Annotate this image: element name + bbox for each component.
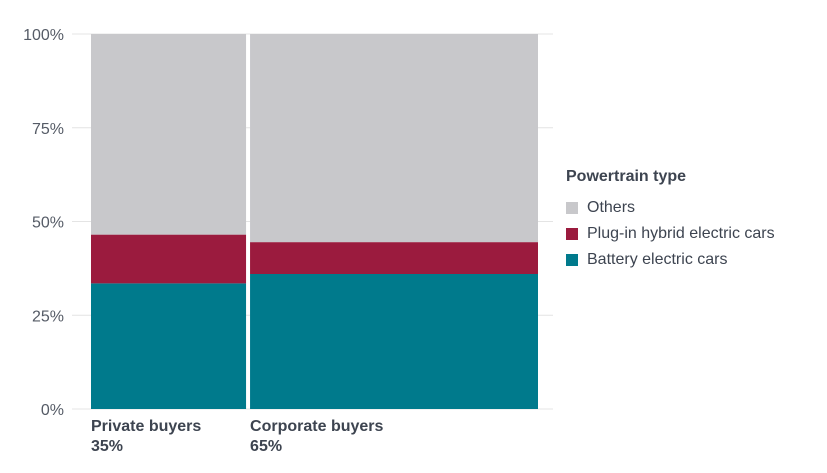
legend-item: Others [566, 195, 775, 221]
y-tick-label: 50% [32, 215, 64, 232]
y-tick-label: 0% [41, 402, 64, 419]
bar-segment-battery-electric-cars [250, 274, 539, 409]
y-tick-label: 25% [32, 308, 64, 325]
bar-segment-plug-in-hybrid-electric-cars [91, 234, 247, 284]
legend-title: Powertrain type [566, 168, 687, 185]
bar-segment-battery-electric-cars [91, 283, 247, 409]
stacked-bars [91, 34, 539, 409]
bar-segment-others [250, 34, 539, 243]
category-share-label: 35% [91, 438, 123, 455]
legend-label: Plug-in hybrid electric cars [587, 225, 775, 242]
legend-label: Others [587, 199, 636, 216]
bar-segment-plug-in-hybrid-electric-cars [250, 242, 539, 274]
category-label: Private buyers [91, 418, 201, 435]
category-label: Corporate buyers [250, 418, 383, 435]
legend-label: Battery electric cars [587, 251, 728, 268]
y-tick-label: 100% [23, 27, 64, 44]
legend-swatch [566, 254, 578, 266]
bar-segment-others [91, 34, 247, 235]
legend: Powertrain type Others Plug-in hybrid ele… [566, 168, 775, 273]
category-labels: Private buyers 35% Corporate buyers 65% [91, 418, 384, 455]
legend-item: Plug-in hybrid electric cars [566, 221, 775, 247]
legend-swatch [566, 202, 578, 214]
y-tick-label: 75% [32, 121, 64, 138]
y-axis-tick-labels: 0% 25% 50% 75% 100% [23, 27, 64, 419]
legend-item: Battery electric cars [566, 247, 775, 273]
legend-items: Others Plug-in hybrid electric cars Batter… [566, 195, 775, 273]
category-share-label: 65% [250, 438, 282, 455]
legend-swatch [566, 228, 578, 240]
